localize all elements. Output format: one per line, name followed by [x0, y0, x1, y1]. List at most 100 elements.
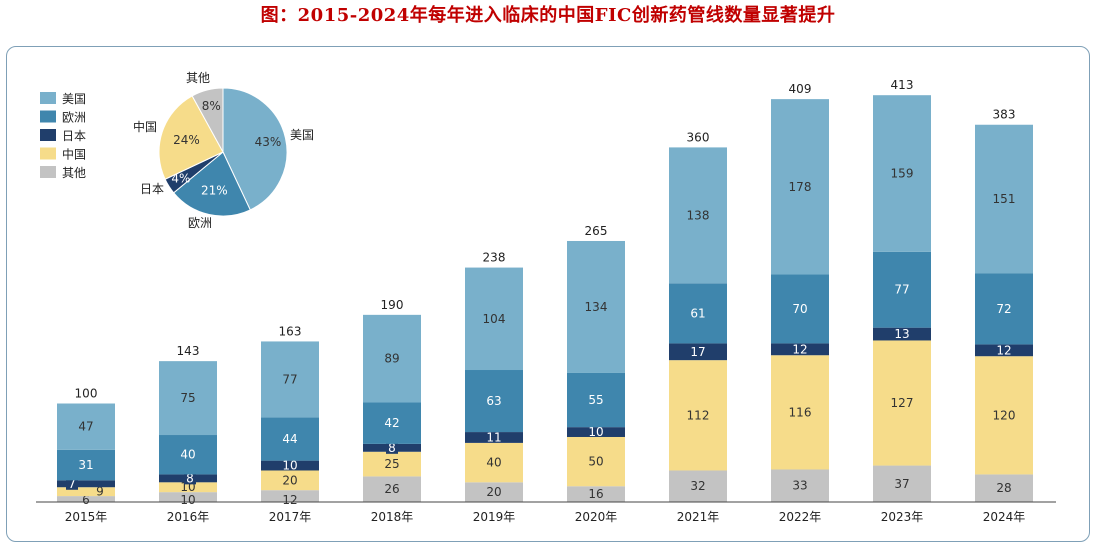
bar-total-label: 409 — [789, 82, 812, 96]
bar-segment-其他 — [771, 469, 829, 502]
bar-value-label: 28 — [996, 481, 1011, 495]
bar-segment-欧洲 — [669, 283, 727, 344]
bar-value-label: 112 — [687, 408, 710, 422]
bar-segment-美国 — [873, 95, 931, 252]
bar-segment-美国 — [261, 341, 319, 418]
x-tick-label: 2023年 — [881, 510, 924, 524]
bar-value-label: 8 — [186, 471, 194, 485]
bar-value-label: 120 — [993, 408, 1016, 422]
bar-segment-其他 — [873, 465, 931, 502]
pie-chart: 43% 美国 21% 欧洲 4% 日本 24% 中国 8% 其他 — [133, 71, 314, 230]
x-tick-label: 2019年 — [473, 510, 516, 524]
bar-value-label: 55 — [588, 393, 603, 407]
bar-value-label: 104 — [483, 312, 506, 326]
pie-slice-中国 — [158, 95, 224, 180]
bar-value-label: 116 — [789, 405, 812, 419]
bar-chart: 6973147100101084075143122010447716326258… — [57, 78, 1033, 507]
bar-value-label: 6 — [82, 493, 90, 507]
pie-value-label: 8% — [202, 99, 221, 113]
bar-value-label: 12 — [282, 493, 297, 507]
x-tick-label: 2018年 — [371, 510, 414, 524]
bar-segment-欧洲 — [873, 251, 931, 328]
legend-label: 中国 — [62, 147, 86, 162]
label-bg — [184, 471, 196, 485]
pie-value-label: 43% — [255, 135, 282, 149]
bar-value-label: 127 — [891, 396, 914, 410]
bar-group-2019年: 20 40 11 63 104 238 — [465, 251, 523, 502]
bar-total-label: 163 — [279, 324, 302, 338]
bar-value-label: 11 — [486, 430, 501, 444]
bar-value-label: 63 — [486, 394, 501, 408]
bar-segment-欧洲 — [465, 370, 523, 433]
bar-segment-中国 — [159, 482, 217, 493]
pie-category-label: 欧洲 — [188, 216, 212, 230]
bar-value-label: 42 — [384, 416, 399, 430]
bar-group-2020年: 16 50 10 55 134 265 — [567, 224, 625, 502]
bar-segment-日本 — [771, 343, 829, 356]
bar-segment-美国 — [159, 361, 217, 436]
bar-value-label: 20 — [486, 485, 501, 499]
bar-value-label: 9 — [96, 485, 104, 499]
bar-value-label: 70 — [792, 302, 807, 316]
bar-segment-日本 — [669, 343, 727, 361]
bar-value-label: 16 — [588, 487, 603, 501]
bar-segment-中国 — [771, 355, 829, 470]
bar-segment-日本 — [567, 427, 625, 437]
bar-segment-欧洲 — [975, 273, 1033, 345]
bar-segment-日本 — [975, 344, 1033, 357]
bar-group-2018年: 26 25 8 42 89 190 — [363, 298, 421, 502]
bar-value-label: 31 — [78, 458, 93, 472]
bar-segment-中国 — [363, 451, 421, 477]
bar-segment-其他 — [669, 470, 727, 502]
bar-value-label: 17 — [690, 345, 705, 359]
bar-group-2015年: 69 731 47 100 — [57, 387, 115, 507]
bar-value-label: 20 — [282, 473, 297, 487]
bar-segment-其他 — [567, 486, 625, 502]
bar-value-label: 134 — [585, 300, 608, 314]
legend-swatch-日本 — [40, 129, 56, 141]
bar-value-label: 10 — [588, 425, 603, 439]
bar-segment-其他 — [57, 496, 115, 502]
pie-value-label: 24% — [173, 133, 200, 147]
bar-segment-其他 — [159, 492, 217, 502]
bar-value-label: 8 — [388, 441, 396, 455]
bar-value-label: 75 — [180, 391, 195, 405]
bar-segment-美国 — [57, 403, 115, 450]
x-tick-label: 2024年 — [983, 510, 1026, 524]
pie-slice-其他 — [191, 87, 224, 153]
bar-total-label: 143 — [177, 344, 200, 358]
bar-group-2021年: 32 112 17 61 138 360 — [669, 130, 727, 502]
bar-segment-欧洲 — [261, 417, 319, 461]
x-tick-label: 2017年 — [269, 510, 312, 524]
bar-value-label: 10 — [282, 459, 297, 473]
bar-value-label: 178 — [789, 180, 812, 194]
bar-segment-日本 — [57, 480, 115, 488]
bar-value-label: 12 — [996, 343, 1011, 357]
bar-total-label: 238 — [483, 251, 506, 265]
bar-segment-其他 — [975, 474, 1033, 502]
legend-swatch-中国 — [40, 147, 56, 160]
bar-segment-美国 — [669, 147, 727, 284]
bar-total-label: 413 — [891, 78, 914, 92]
chart-title: 图：2015-2024年每年进入临床的中国FIC创新药管线数量显著提升 — [260, 5, 836, 26]
x-tick-label: 2015年 — [65, 510, 108, 524]
bar-segment-欧洲 — [57, 449, 115, 481]
bar-value-label: 13 — [894, 327, 909, 341]
legend-label: 其他 — [62, 166, 86, 180]
pie-category-label: 中国 — [133, 119, 157, 134]
bar-segment-中国 — [567, 436, 625, 487]
bar-segment-日本 — [261, 460, 319, 471]
pie-category-label: 其他 — [186, 71, 210, 85]
bar-total-label: 265 — [585, 224, 608, 238]
bar-value-label: 61 — [690, 306, 705, 320]
bar-segment-中国 — [465, 442, 523, 483]
bar-segment-美国 — [771, 99, 829, 275]
legend-swatch-其他 — [40, 166, 56, 178]
bar-total-label: 100 — [75, 387, 98, 401]
bar-value-label: 50 — [588, 455, 603, 469]
bar-segment-欧洲 — [567, 372, 625, 428]
bar-value-label: 77 — [282, 372, 297, 386]
